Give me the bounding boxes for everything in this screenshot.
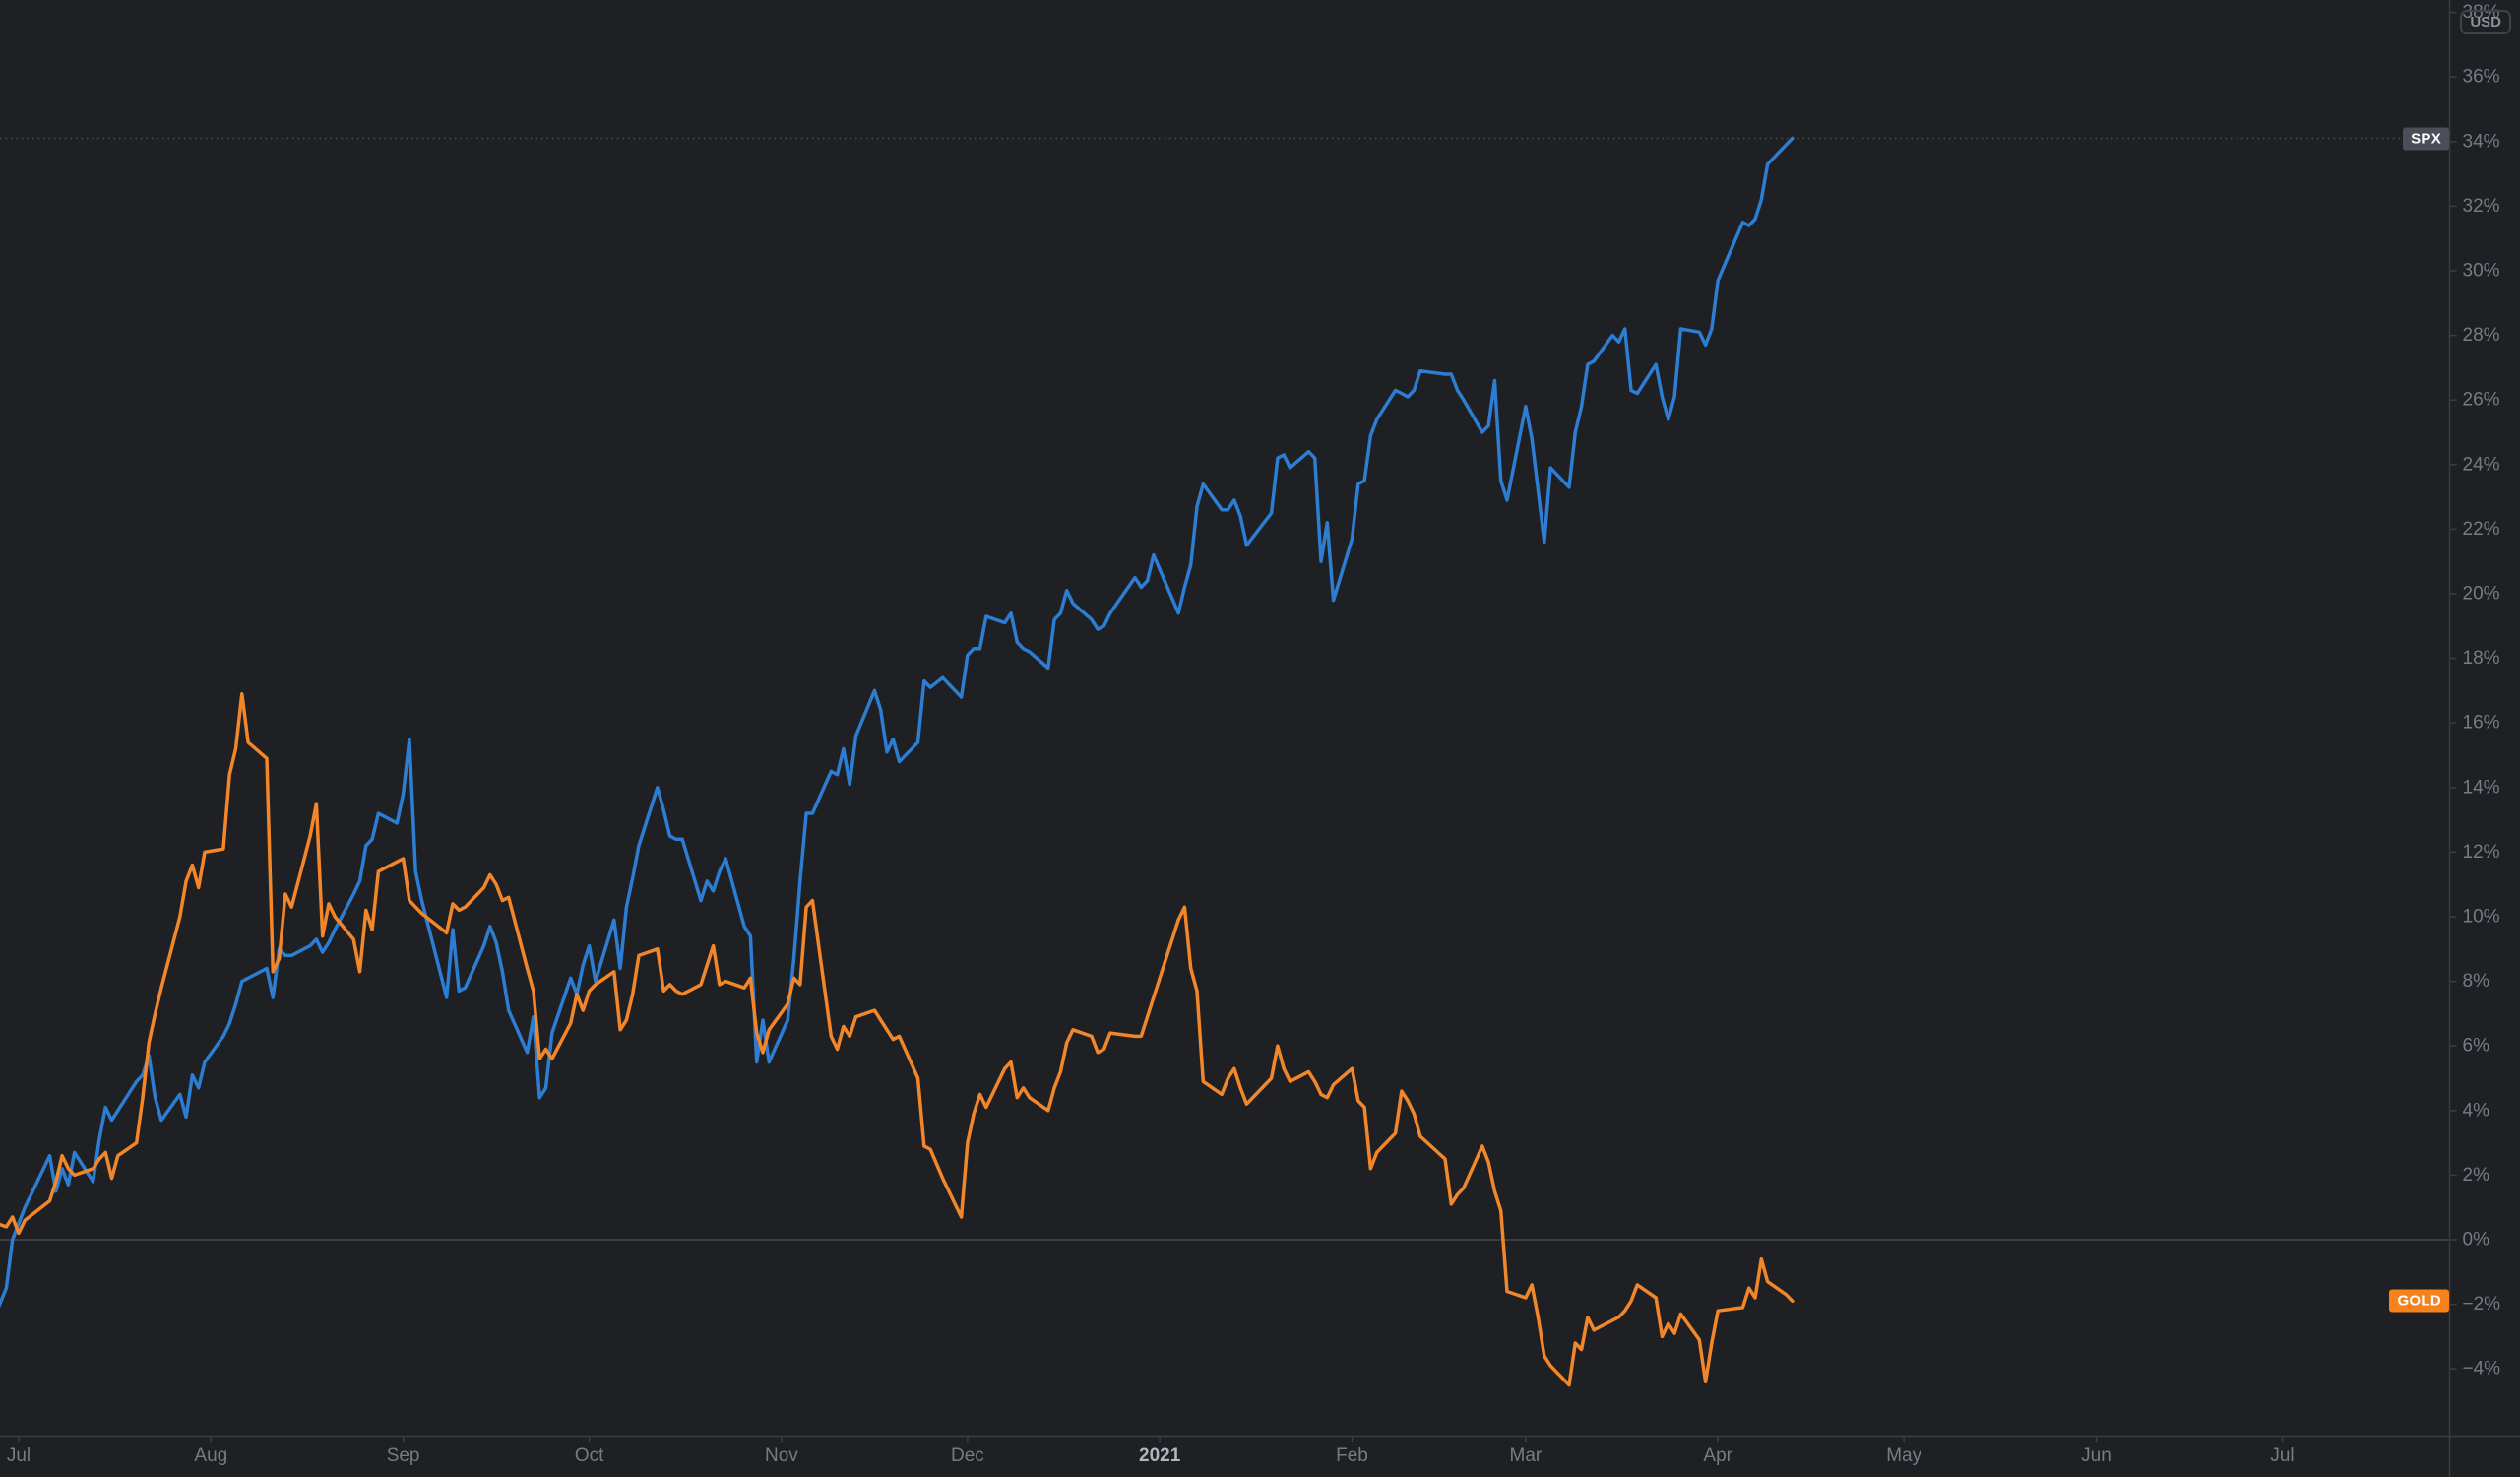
price-tick-label: 20% [2463,584,2500,605]
price-tick-label: 2% [2463,1165,2490,1186]
price-tick-label: 16% [2463,713,2500,734]
price-tick-label: 22% [2463,519,2500,540]
price-tick-label: 10% [2463,907,2500,928]
price-tick-label: 36% [2463,67,2500,88]
price-tick-label: −4% [2463,1359,2501,1380]
time-tick-label: 2021 [1139,1445,1181,1466]
price-tick-label: 12% [2463,842,2500,863]
time-tick-label: Dec [951,1445,984,1466]
gold-series-line [0,691,1795,1387]
spx-series-line [0,136,1795,1309]
price-tick-label: 32% [2463,196,2500,217]
price-tick-label: 6% [2463,1036,2490,1057]
price-tick-label: 14% [2463,777,2500,798]
time-tick-label: Jul [2270,1445,2294,1466]
price-tick-label: 8% [2463,971,2490,992]
price-tick-label: 0% [2463,1230,2490,1251]
time-tick-label: Mar [1510,1445,1543,1466]
time-axis[interactable] [0,1436,2520,1477]
time-tick-label: Feb [1336,1445,1368,1466]
time-tick-label: Nov [765,1445,798,1466]
currency-unit-button[interactable]: USD [2460,10,2511,34]
price-tick-label: 18% [2463,648,2500,669]
time-tick-label: Aug [194,1445,227,1466]
price-tick-label: 28% [2463,325,2500,346]
time-tick-label: Jul [7,1445,31,1466]
time-tick-label: Jun [2081,1445,2111,1466]
price-tick-label: 26% [2463,390,2500,411]
price-tick-label: 34% [2463,131,2500,152]
time-tick-label: May [1886,1445,1922,1466]
price-tick-label: 38% [2463,2,2500,23]
price-tick-label: 30% [2463,261,2500,282]
time-tick-label: Sep [387,1445,420,1466]
price-tick-label: −2% [2463,1294,2501,1315]
price-tick-label: 4% [2463,1100,2490,1121]
time-tick-label: Oct [575,1445,604,1466]
price-tick-label: 24% [2463,454,2500,475]
price-axis[interactable] [2449,0,2520,1436]
time-tick-label: Apr [1703,1445,1732,1466]
